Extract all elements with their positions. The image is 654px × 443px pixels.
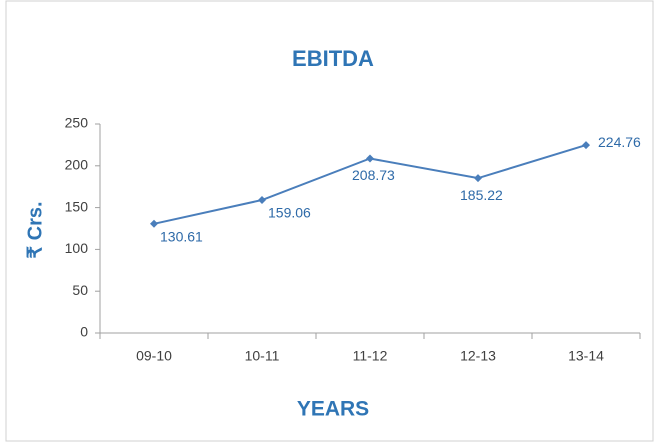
x-tick-label: 09-10: [136, 348, 172, 364]
chart-title: EBITDA: [292, 46, 374, 71]
point: [474, 174, 482, 183]
data-label: 224.76: [598, 134, 641, 150]
chart-frame: [5, 0, 654, 442]
data-label: 159.06: [268, 205, 311, 221]
y-tick-label: 150: [65, 198, 89, 214]
x-axis-label: YEARS: [297, 398, 369, 421]
data-label: 185.22: [460, 187, 503, 203]
y-tick-label: 100: [65, 240, 89, 256]
x-tick-label: 13-14: [568, 348, 604, 364]
y-axis-label: ₹ Crs.: [24, 201, 46, 258]
x-tick-label: 11-12: [353, 348, 388, 364]
x-tick-label: 10-11: [245, 348, 280, 364]
x-tick-label: 12-13: [460, 348, 496, 364]
y-tick-label: 50: [72, 282, 88, 298]
y-tick-label: 250: [65, 115, 89, 131]
y-tick-label: 0: [80, 324, 88, 340]
point: [582, 141, 590, 150]
y-tick-label: 200: [65, 157, 89, 173]
point: [366, 154, 374, 163]
data-label: 208.73: [352, 167, 395, 183]
point: [150, 219, 158, 228]
point: [258, 196, 266, 205]
data-label: 130.61: [160, 229, 203, 245]
